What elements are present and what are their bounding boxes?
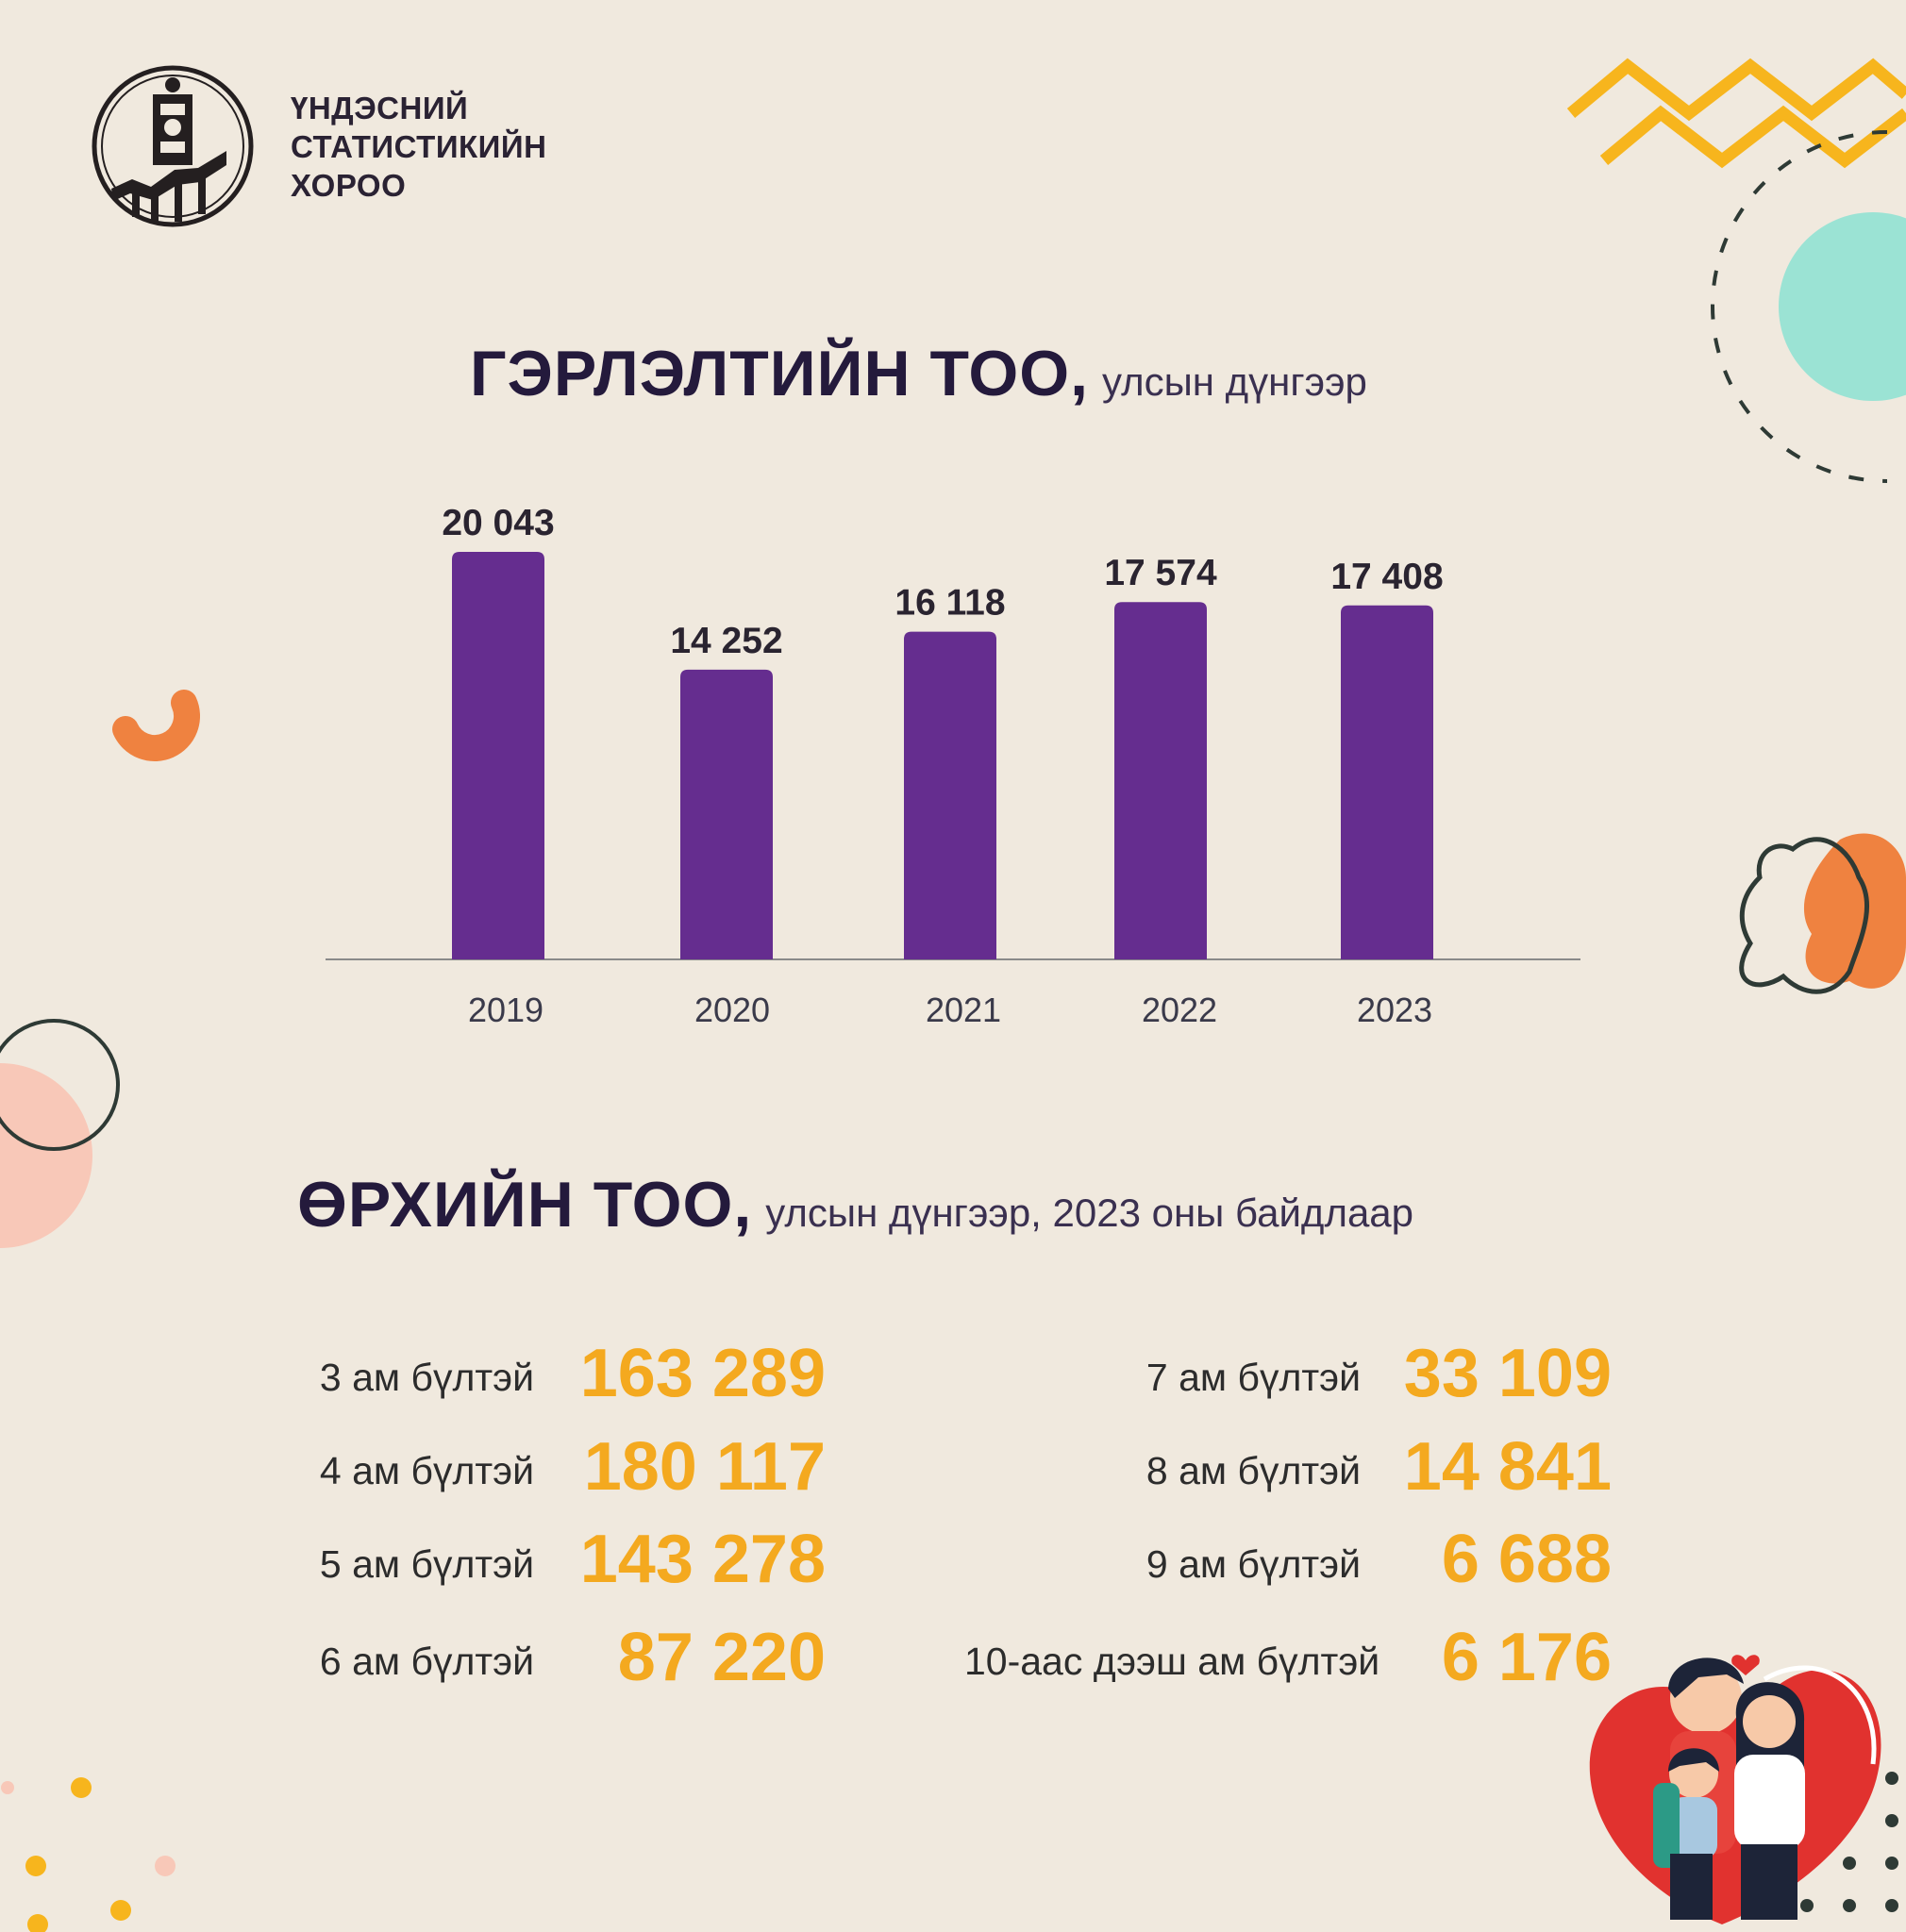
emblem-icon — [92, 65, 254, 227]
household-value: 143 278 — [579, 1522, 826, 1597]
bar-2022 — [1114, 602, 1207, 959]
dashed-arc-decoration — [1711, 130, 1888, 483]
households-title-main: ӨРХИЙН ТОО, — [297, 1169, 753, 1241]
bar-2020 — [680, 669, 773, 959]
x-tick-label-2022: 2022 — [1142, 991, 1217, 1029]
x-tick-label-2019: 2019 — [468, 991, 543, 1029]
data-label-2021: 16 118 — [894, 583, 1005, 624]
household-label: 5 ам бүлтэй — [319, 1542, 534, 1586]
data-label-2019: 20 043 — [442, 503, 554, 543]
blob-decoration — [1739, 833, 1906, 994]
marriage-bar-chart: 20 043 2019 14 252 2020 16 118 2021 17 574 2022… — [326, 503, 1580, 1029]
pink-circle-decoration — [0, 1063, 92, 1248]
household-value: 163 289 — [579, 1336, 826, 1411]
bar-2019 — [452, 552, 544, 959]
zigzag-decoration — [1566, 58, 1906, 169]
x-tick-label-2021: 2021 — [926, 991, 1001, 1029]
household-value: 6 688 — [1441, 1522, 1612, 1597]
x-tick-label-2023: 2023 — [1357, 991, 1432, 1029]
household-value: 14 841 — [1403, 1429, 1612, 1505]
x-tick-label-2020: 2020 — [694, 991, 770, 1029]
orange-hook-decoration — [112, 690, 200, 761]
marriage-title-sub: улсын дүнгээр — [1102, 359, 1367, 404]
household-value: 6 176 — [1441, 1620, 1612, 1695]
household-value: 87 220 — [617, 1620, 826, 1695]
household-label: 9 ам бүлтэй — [1145, 1542, 1361, 1586]
family-heart-illustration — [1589, 1655, 1881, 1924]
org-name: ҮНДЭСНИЙ СТАТИСТИКИЙН ХОРОО — [291, 89, 546, 205]
org-name-line: СТАТИСТИКИЙН — [291, 129, 547, 164]
household-label: 8 ам бүлтэй — [1145, 1449, 1361, 1492]
marriage-title-main: ГЭРЛЭЛТИЙН ТОО, — [470, 338, 1090, 409]
data-label-2020: 14 252 — [670, 621, 782, 661]
dots-decoration — [1, 1777, 176, 1932]
data-label-2022: 17 574 — [1104, 553, 1217, 593]
households-title: ӨРХИЙН ТОО, улсын дүнгээр, 2023 оны байдл… — [297, 1168, 1413, 1241]
bar-2023 — [1341, 605, 1433, 959]
marriage-title: ГЭРЛЭЛТИЙН ТОО, улсын дүнгээр — [470, 337, 1367, 410]
bar-2021 — [904, 631, 996, 959]
household-label: 4 ам бүлтэй — [319, 1449, 534, 1492]
teal-circle-decoration — [1779, 212, 1906, 401]
org-name-line: ҮНДЭСНИЙ — [291, 91, 469, 125]
ring-decoration — [0, 1019, 120, 1151]
household-label: 7 ам бүлтэй — [1145, 1356, 1361, 1399]
household-label: 3 ам бүлтэй — [319, 1356, 534, 1399]
households-title-sub: улсын дүнгээр, 2023 оны байдлаар — [765, 1191, 1414, 1235]
data-label-2023: 17 408 — [1330, 557, 1443, 597]
household-value: 180 117 — [583, 1429, 826, 1505]
household-label: 10-аас дээш ам бүлтэй — [964, 1640, 1380, 1683]
org-name-line: ХОРОО — [291, 168, 407, 203]
household-label: 6 ам бүлтэй — [319, 1640, 534, 1683]
household-value: 33 109 — [1403, 1336, 1612, 1411]
